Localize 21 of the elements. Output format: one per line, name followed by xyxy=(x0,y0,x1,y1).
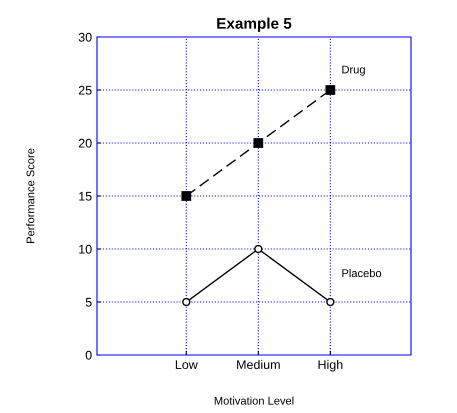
chart-title: Example 5 xyxy=(217,18,292,32)
y-tick-label: 20 xyxy=(78,138,92,148)
series-label: Drug xyxy=(342,66,365,76)
x-tick-label: Medium xyxy=(237,360,280,370)
x-tick-label: Low xyxy=(176,360,198,370)
y-tick-label: 25 xyxy=(78,86,92,95)
point xyxy=(181,191,192,201)
y-tick-label: 10 xyxy=(79,244,92,254)
point xyxy=(254,244,262,254)
x-axis-title: Motivation Level xyxy=(214,396,294,405)
y-tick-label: 15 xyxy=(79,192,92,201)
point xyxy=(325,85,336,95)
x-tick-label: High xyxy=(318,360,342,372)
point xyxy=(182,298,190,306)
y-tick-label: 5 xyxy=(86,298,92,307)
y-tick-label: 0 xyxy=(86,350,92,360)
y-axis-title: Performance Score xyxy=(26,148,34,243)
point xyxy=(326,298,335,306)
point xyxy=(253,138,264,148)
text: Placebo xyxy=(342,268,382,278)
y-tick-label: 30 xyxy=(78,32,92,42)
